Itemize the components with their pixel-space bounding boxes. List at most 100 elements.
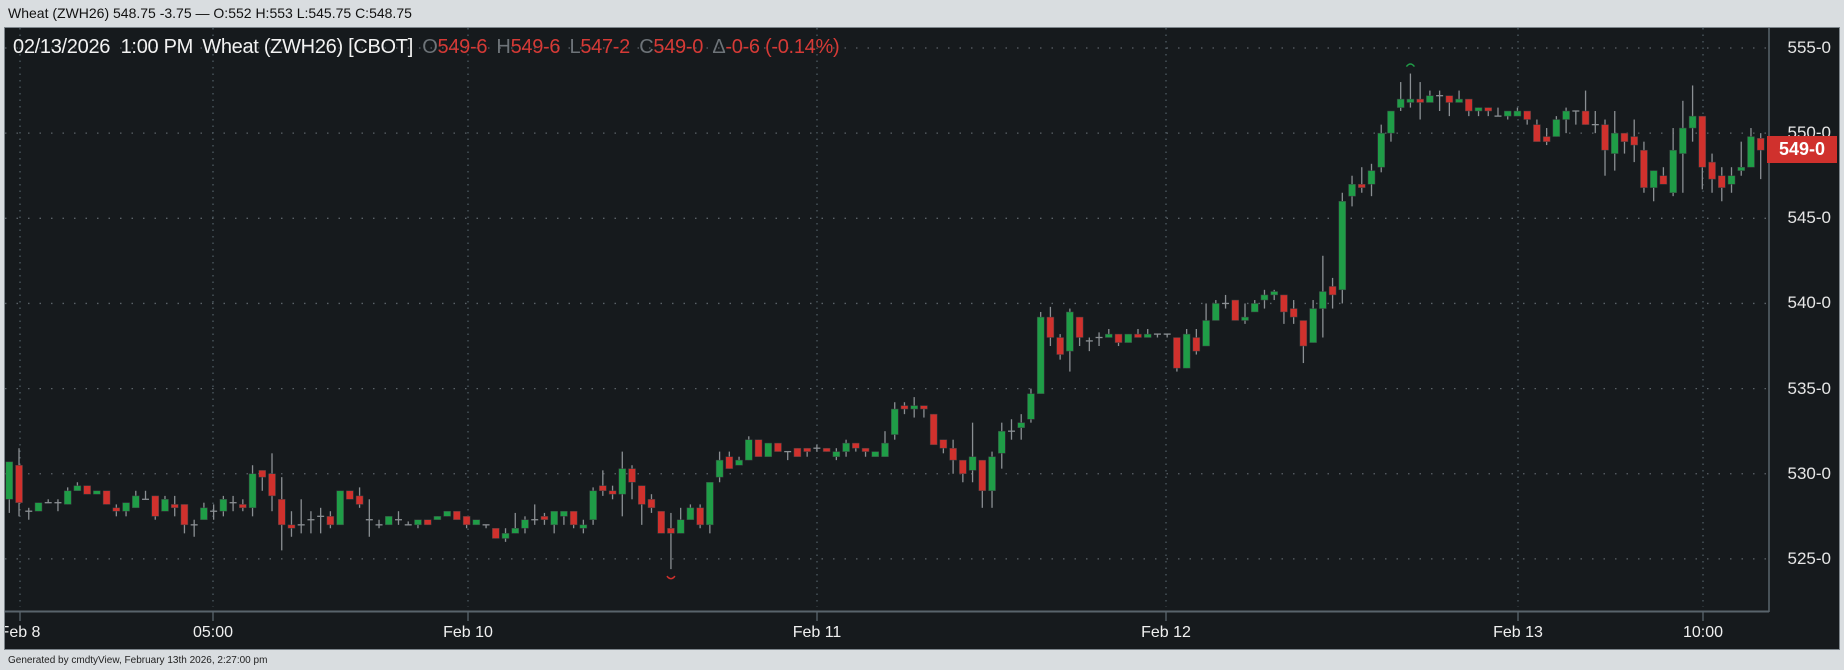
- candle: [1484, 107, 1493, 117]
- candle-body: [1075, 316, 1084, 338]
- candle: [511, 512, 520, 534]
- candle-body: [248, 473, 257, 509]
- candle-body: [706, 482, 714, 526]
- candle: [599, 470, 607, 496]
- candle: [112, 504, 121, 517]
- candle-body: [628, 468, 636, 483]
- candle-body: [1718, 175, 1726, 188]
- x-tick-label: Feb 8: [5, 624, 41, 641]
- candle: [287, 511, 296, 537]
- candle-body: [433, 516, 442, 520]
- candle: [1640, 141, 1648, 193]
- candle: [1396, 82, 1405, 112]
- candle: [336, 490, 344, 526]
- candle-body: [599, 485, 607, 492]
- candle: [1591, 111, 1599, 134]
- y-tick-label: 535-0: [1787, 378, 1831, 398]
- candle-body: [832, 451, 841, 457]
- candle-body: [1212, 303, 1220, 321]
- candle-body: [277, 499, 286, 526]
- candle-body: [1387, 110, 1395, 134]
- candle-body: [1358, 183, 1366, 188]
- candle-body: [1328, 286, 1337, 296]
- candle-body: [132, 495, 140, 509]
- candle: [706, 482, 714, 534]
- candle: [861, 447, 870, 457]
- footer-generated-by: Generated by cmdtyView, February 13th 20…: [8, 655, 268, 666]
- candle-body: [326, 516, 335, 526]
- candle: [1572, 110, 1580, 125]
- candle-body: [1289, 308, 1298, 318]
- candlestick-chart[interactable]: [4, 27, 1840, 650]
- candle-body: [1503, 110, 1512, 117]
- candle-body: [1533, 124, 1541, 142]
- candle-body: [1640, 149, 1648, 188]
- high-label: H: [496, 36, 511, 58]
- low-value: 547-2: [580, 36, 630, 58]
- candle: [1581, 90, 1590, 125]
- candle-body: [151, 495, 159, 517]
- candle: [939, 439, 948, 454]
- candle: [229, 495, 237, 512]
- y-tick-label: 545-0: [1787, 208, 1831, 228]
- candle: [852, 442, 860, 452]
- candle: [1708, 153, 1716, 193]
- candle: [385, 516, 393, 526]
- candle-body: [93, 490, 101, 495]
- candle: [667, 512, 675, 570]
- candle: [1718, 167, 1726, 202]
- chart-panel[interactable]: 02/13/2026 1:00 PM Wheat (ZWH26) [CBOT] …: [4, 27, 1840, 650]
- candle: [1017, 414, 1025, 440]
- candle: [1046, 306, 1055, 347]
- candle: [793, 447, 802, 457]
- candle-body: [1601, 124, 1609, 151]
- candle-body: [608, 490, 617, 495]
- candle: [745, 436, 753, 461]
- candle: [54, 499, 62, 512]
- candle: [1416, 82, 1424, 120]
- candle-body: [638, 485, 646, 505]
- candle: [414, 519, 422, 529]
- extreme-markers: [666, 63, 1416, 580]
- candle: [1465, 98, 1473, 117]
- candle-body: [219, 499, 228, 512]
- candle-body: [258, 470, 267, 478]
- candle-body: [1484, 107, 1493, 112]
- candle: [501, 528, 510, 542]
- candle-body: [239, 504, 247, 509]
- candle-body: [355, 495, 364, 505]
- candle: [1445, 95, 1454, 117]
- candle-body: [890, 408, 899, 435]
- candle-body: [745, 439, 753, 461]
- candle: [647, 494, 656, 513]
- candle-body: [852, 442, 860, 449]
- candle-body: [1727, 175, 1736, 185]
- candle: [93, 490, 101, 495]
- candle-body: [1562, 110, 1570, 120]
- candle: [297, 499, 305, 534]
- candle: [1455, 90, 1463, 103]
- candle-body: [871, 451, 880, 457]
- candle-body: [1659, 175, 1668, 185]
- candle-body: [900, 405, 909, 410]
- candle-body: [1649, 170, 1658, 188]
- candle-body: [1143, 333, 1152, 338]
- candle: [871, 451, 880, 457]
- high-value: 549-6: [510, 36, 561, 58]
- candle: [1737, 141, 1745, 176]
- candle-body: [200, 507, 208, 520]
- candle: [900, 402, 909, 415]
- candle: [1494, 107, 1502, 117]
- candle: [540, 512, 549, 525]
- candle-body: [34, 502, 43, 512]
- candle: [44, 499, 52, 504]
- candle-body: [1202, 320, 1210, 347]
- candle-body: [83, 485, 91, 495]
- candle-body: [560, 510, 568, 517]
- x-tick-label: Feb 13: [1493, 624, 1543, 641]
- candle-body: [492, 527, 500, 539]
- candle-body: [1114, 333, 1123, 343]
- candle-body: [346, 490, 354, 500]
- candle: [1056, 334, 1064, 360]
- candle: [1222, 294, 1230, 309]
